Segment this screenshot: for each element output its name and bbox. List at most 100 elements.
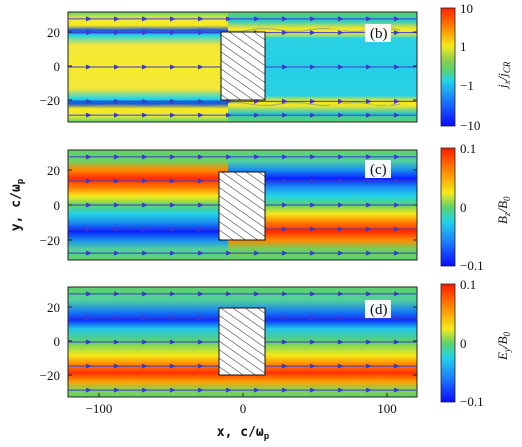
panel-c-field-arrow: [310, 226, 316, 232]
panel-d-field-arrow: [366, 339, 372, 345]
panel-d-field-arrow: [282, 291, 288, 297]
panel-d-field-lines: [68, 291, 417, 393]
panel-b-field-arrow: [282, 64, 288, 70]
panel-b-field-arrow: [198, 112, 204, 118]
panel-c-field-arrow: [310, 154, 316, 160]
panel-b-field-arrow: [170, 98, 176, 104]
panel-d-field-arrow: [142, 291, 148, 297]
panel-b-field-arrow: [142, 16, 148, 22]
panel-c-field-arrow: [366, 250, 372, 256]
panel-b-colorbar-label: jx/jCR: [495, 61, 512, 90]
panel-c-field-arrow: [338, 250, 344, 256]
panel-b-field-arrow: [394, 112, 400, 118]
panel-c-field-arrow: [282, 226, 288, 232]
panel-c-cbtick-neg0.1: −0.1: [460, 258, 484, 273]
panel-d-field-arrow: [142, 339, 148, 345]
panel-c-field-arrow: [86, 178, 92, 184]
panel-b-y-ticks: [68, 31, 417, 101]
panel-b-field-arrow: [142, 30, 148, 36]
panel-b-field-arrow: [86, 16, 92, 22]
panel-b-ytick-20: 20: [47, 25, 60, 40]
panel-d-y-ticks: [68, 306, 417, 376]
panel-d-xtick-0: 0: [240, 401, 247, 416]
panel-c-field-arrow: [366, 154, 372, 160]
panel-b-field-arrow: [86, 112, 92, 118]
panel-d-field-arrow: [86, 315, 92, 321]
panel-c-field-arrow: [170, 226, 176, 232]
panel-b-field-arrow: [338, 16, 344, 22]
panel-d-field-arrow: [338, 363, 344, 369]
panel-d-cbtick-0: 0: [460, 336, 467, 351]
panel-b-field-arrow: [86, 30, 92, 36]
panel-c-field-arrow: [338, 178, 344, 184]
panel-c-colorbar-label: Bz/B0: [495, 196, 512, 224]
panel-b-field-arrow: [254, 112, 260, 118]
panel-b-field-arrow: [198, 98, 204, 104]
panel-b-label: (b): [370, 26, 388, 42]
panel-b-field-arrow: [282, 16, 288, 22]
panel-d-ytick-20: 20: [47, 300, 60, 315]
panel-d-field-arrow: [282, 315, 288, 321]
panel-b-field-arrow: [394, 98, 400, 104]
panel-c-cbtick-0.1: 0.1: [460, 141, 476, 156]
panel-b-field-arrow: [366, 16, 372, 22]
panel-c-field-arrow: [254, 154, 260, 160]
panel-c-field-arrow: [170, 178, 176, 184]
panel-b-field-arrow: [142, 98, 148, 104]
panel-d-xtick-100: 100: [377, 401, 397, 416]
panel-d-cbtick-0.1: 0.1: [460, 277, 476, 292]
panel-d-field-arrow: [198, 339, 204, 345]
panel-c-field-arrow: [226, 154, 232, 160]
panel-c-field-arrow: [86, 250, 92, 256]
panel-c-field-arrow: [254, 250, 260, 256]
panel-c-field-arrow: [338, 226, 344, 232]
panel-c-field-arrow: [198, 202, 204, 208]
panel-b-obstacle: [220, 31, 266, 101]
panel-d-field-arrow: [86, 291, 92, 297]
panel-b-field-arrow: [226, 112, 232, 118]
panel-d-field-arrow: [142, 315, 148, 321]
panel-b-field-arrow: [366, 98, 372, 104]
y-axis-label: y, c/ωp: [9, 178, 26, 231]
panel-b-cbtick-1: 1: [460, 39, 467, 54]
panel-b-field-arrow: [198, 30, 204, 36]
panel-d-field-arrow: [170, 315, 176, 321]
panel-d-field-arrow: [338, 387, 344, 393]
panel-c-field-arrow: [394, 250, 400, 256]
panel-d-field-arrow: [254, 291, 260, 297]
panel-d-field-arrow: [310, 291, 316, 297]
panel-d-field-arrow: [114, 339, 120, 345]
panel-b-field-arrow: [198, 16, 204, 22]
panel-d-field-arrow: [394, 291, 400, 297]
panel-b-field-arrow: [170, 30, 176, 36]
panel-c-colorbar: [440, 147, 456, 267]
panel-d-ytick-0: 0: [54, 334, 61, 349]
panel-b-field-arrow: [114, 98, 120, 104]
panel-d-label: (d): [370, 302, 388, 318]
panel-d-field-arrow: [114, 387, 120, 393]
panel-c-field-arrow: [114, 202, 120, 208]
panel-d-field-arrow: [198, 387, 204, 393]
panel-c-field-arrow: [86, 226, 92, 232]
panel-b-cbtick-neg10: −10: [460, 118, 480, 133]
panel-c-field-arrow: [394, 154, 400, 160]
panel-c-field-arrow: [142, 226, 148, 232]
panel-c-field-arrow: [170, 154, 176, 160]
panel-c-field-arrow: [338, 202, 344, 208]
panel-b-field-arrow: [310, 64, 316, 70]
panel-c-field-arrow: [338, 154, 344, 160]
panel-b-field-arrow: [170, 64, 176, 70]
panel-c-field-arrow: [310, 202, 316, 208]
panel-c-field-arrow: [114, 154, 120, 160]
panel-c-field-arrow: [310, 178, 316, 184]
panel-d-field-arrow: [310, 387, 316, 393]
panel-b-cbtick-10: 10: [460, 1, 473, 16]
panel-d-colorbar-label: Ey/B0: [495, 331, 512, 361]
panel-d-field-arrow: [142, 387, 148, 393]
panel-c-field-arrow: [142, 154, 148, 160]
panel-c-field-arrow: [394, 226, 400, 232]
panel-d-field-arrow: [170, 291, 176, 297]
panel-c-field-arrow: [86, 154, 92, 160]
panel-d-field-arrow: [282, 387, 288, 393]
panel-b-field-arrow: [254, 16, 260, 22]
